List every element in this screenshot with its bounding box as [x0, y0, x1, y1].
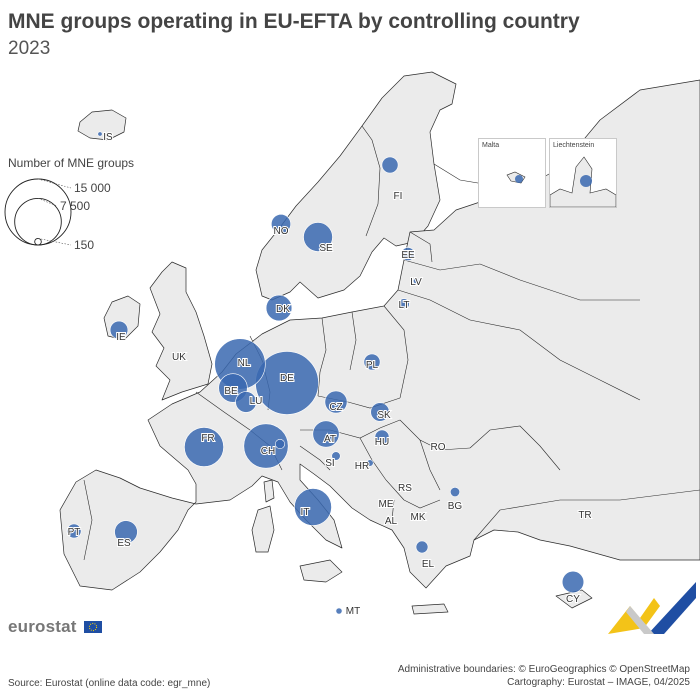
label-no: NO	[274, 226, 289, 237]
label-ie: IE	[116, 332, 126, 343]
label-cz: CZ	[329, 402, 342, 413]
bubble-sk	[370, 402, 390, 422]
inset-liechtenstein-map	[550, 156, 616, 207]
inset-liechtenstein-label: Liechtenstein	[553, 142, 595, 149]
bubble-pt	[66, 523, 82, 539]
bubble-li-inset	[580, 175, 592, 187]
bubble-ee	[401, 247, 415, 261]
label-sk: SK	[377, 410, 391, 421]
stripe-logo-icon	[608, 582, 696, 634]
label-ee: EE	[401, 250, 415, 261]
footer-cartography: Cartography: Eurostat – IMAGE, 04/2025	[507, 677, 690, 688]
sicily-shape	[299, 559, 343, 583]
label-lv: LV	[410, 277, 422, 288]
inset-malta-label: Malta	[482, 142, 500, 149]
eurostat-logo-text: eurostat	[8, 617, 77, 636]
bubble-ch	[243, 423, 289, 469]
label-at: AT	[324, 434, 336, 445]
bubble-fr	[184, 427, 224, 467]
label-mt: MT	[346, 606, 360, 617]
label-de: DE	[280, 373, 294, 384]
bubble-mt-inset	[515, 175, 523, 183]
label-se: SE	[319, 243, 333, 254]
legend-graphic	[4, 178, 72, 246]
bubble-es	[114, 520, 138, 544]
footer-boundaries: Administrative boundaries: © EuroGeograp…	[397, 664, 690, 675]
iceland-shape	[77, 109, 127, 141]
label-tr: TR	[578, 510, 591, 521]
label-pl: PL	[366, 360, 379, 371]
inset-liechtenstein: Liechtenstein	[549, 138, 617, 208]
legend-leader-7500	[37, 198, 58, 207]
labels-layer: IS NO SE FI EE LV LT DK IE NL BE LU DE PL CZ SK AT HU CH FR…	[67, 131, 593, 618]
label-fr: FR	[201, 433, 214, 444]
bubbles-layer	[66, 131, 585, 615]
chart-subtitle: 2023	[8, 38, 51, 59]
bubble-cz	[324, 390, 348, 414]
label-fi: FI	[394, 191, 403, 202]
label-lu: LU	[250, 396, 263, 407]
label-dk: DK	[276, 304, 290, 315]
chart-title: MNE groups operating in EU-EFTA by contr…	[8, 10, 580, 33]
corsica-shape	[263, 479, 275, 503]
bubble-bg	[449, 486, 460, 497]
bubble-li	[274, 438, 285, 449]
bubble-it	[294, 488, 332, 526]
label-hu: HU	[375, 437, 389, 448]
label-ro: RO	[431, 442, 446, 453]
label-uk: UK	[172, 352, 186, 363]
bubble-hr	[366, 459, 374, 467]
bubble-lu	[235, 391, 257, 413]
legend-label-15000: 15 000	[74, 181, 111, 195]
bubble-ie	[109, 320, 129, 340]
inset-malta-map	[506, 171, 526, 184]
label-pt: PT	[68, 527, 81, 538]
footer-source: Source: Eurostat (online data code: egr_…	[8, 678, 211, 689]
bubble-dk	[265, 294, 293, 322]
legend-leader-150	[37, 238, 72, 246]
bubble-si	[331, 451, 341, 461]
legend-label-150: 150	[74, 238, 95, 252]
sardinia-shape	[251, 505, 275, 553]
bubble-mt	[335, 607, 343, 615]
bubble-no	[270, 214, 291, 235]
label-nl: NL	[238, 358, 251, 369]
label-me: ME	[379, 499, 394, 510]
bubble-se	[303, 222, 333, 252]
label-al: AL	[385, 516, 398, 527]
label-si: SI	[325, 458, 334, 469]
bubble-fi	[381, 156, 399, 174]
label-it: IT	[301, 507, 310, 518]
label-es: ES	[117, 538, 131, 549]
label-mk: MK	[411, 512, 426, 523]
label-ch: CH	[261, 446, 275, 457]
bubble-pl	[363, 353, 381, 371]
label-bg: BG	[448, 501, 463, 512]
bubble-is	[97, 131, 103, 137]
bubble-at	[312, 420, 340, 448]
bubble-lv	[412, 277, 419, 284]
great-britain-shape	[149, 261, 213, 401]
legend-circle-150	[34, 237, 42, 246]
label-el: EL	[422, 559, 435, 570]
eu-flag-icon	[83, 621, 102, 633]
label-lt: LT	[399, 300, 410, 311]
label-hr: HR	[355, 461, 369, 472]
bubble-cy	[561, 570, 585, 594]
label-cy: CY	[566, 594, 580, 605]
label-rs: RS	[398, 483, 412, 494]
crete-shape	[411, 603, 449, 615]
bubble-el	[415, 540, 429, 554]
label-be: BE	[224, 386, 238, 397]
eurostat-logo: eurostat	[8, 617, 102, 637]
bubble-hu	[374, 429, 390, 445]
legend-title: Number of MNE groups	[8, 156, 135, 170]
legend-label-7500: 7 500	[60, 199, 91, 213]
inset-malta: Malta	[478, 138, 546, 208]
bubble-lt	[398, 298, 410, 310]
label-is: IS	[103, 132, 113, 143]
